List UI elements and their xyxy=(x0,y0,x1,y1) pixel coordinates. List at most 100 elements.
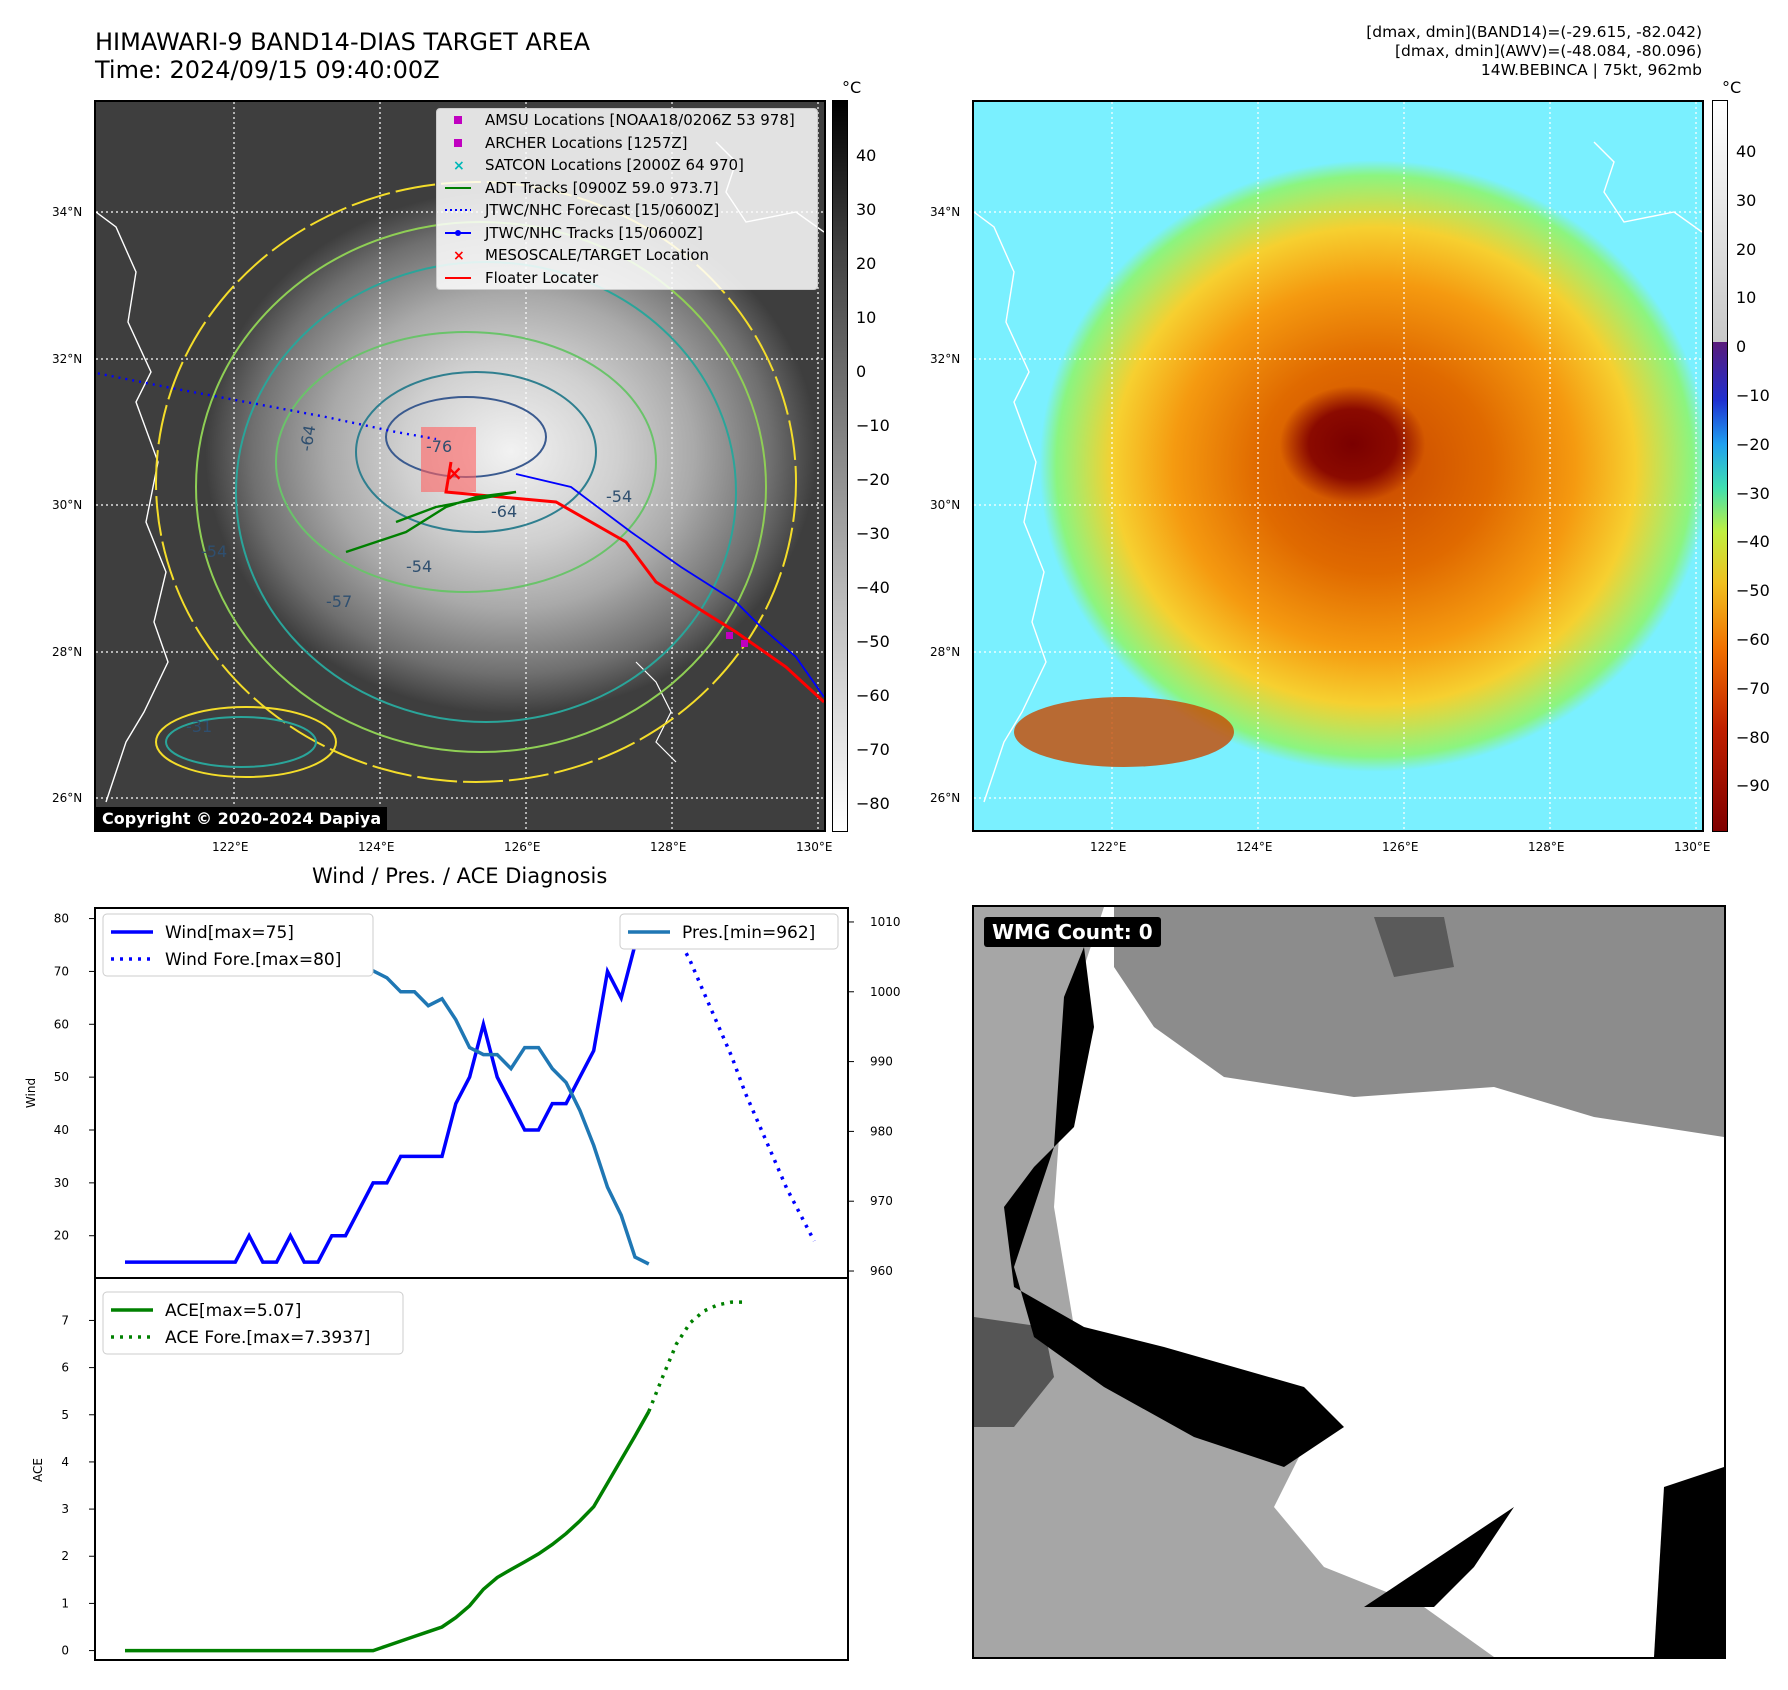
colorbar-tick: 0 xyxy=(856,362,867,381)
lat-label: 30°N xyxy=(930,498,961,512)
colorbar-tick: 10 xyxy=(1736,288,1757,308)
lon-label: 122°E xyxy=(212,840,249,854)
colorbar-tick: −60 xyxy=(856,686,890,705)
lon-label: 124°E xyxy=(358,840,395,854)
diagnosis-chart: 2030405060708096097098099010001010WindPr… xyxy=(24,907,900,1661)
lat-label: 30°N xyxy=(52,498,83,512)
colorbar-tick: −20 xyxy=(1736,434,1770,454)
legend-label: ARCHER Locations [1257Z] xyxy=(485,133,688,152)
lon-label: 126°E xyxy=(504,840,541,854)
lon-label: 130°E xyxy=(796,840,833,854)
colorbar-tick: 0 xyxy=(1736,337,1747,357)
colorbar-tick: −90 xyxy=(1736,776,1770,796)
amsu-marker xyxy=(726,632,733,639)
lat-label: 34°N xyxy=(930,205,961,219)
lon-label: 130°E xyxy=(1674,840,1711,854)
wmg-black-band xyxy=(1004,947,1344,1467)
wind-tick-label: 70 xyxy=(54,964,69,978)
colorbar-unit: °C xyxy=(842,78,862,97)
ace-tick-label: 1 xyxy=(61,1596,69,1610)
legend-label: ADT Tracks [0900Z 59.0 973.7] xyxy=(485,178,719,197)
colorbar-tick: −10 xyxy=(856,416,890,435)
colorbar-tick: −70 xyxy=(1736,678,1770,698)
coastline-china xyxy=(974,211,1047,803)
lat-label: 34°N xyxy=(52,205,83,219)
colorbar-tick: −50 xyxy=(1736,581,1770,601)
colorbar-tick: 20 xyxy=(856,254,877,273)
wmg-raster xyxy=(974,907,1724,1657)
wmg-dark-region xyxy=(1374,917,1454,977)
series-line xyxy=(647,1300,746,1413)
colorbar-unit: °C xyxy=(1722,78,1742,97)
figure-time: Time: 2024/09/15 09:40:00Z xyxy=(95,56,440,84)
wmg-gray-region xyxy=(974,907,1494,1657)
legend-symbol xyxy=(445,136,471,150)
colorbar-tick: 30 xyxy=(856,200,877,219)
coastline-japan xyxy=(1593,141,1702,233)
wmg-black-band xyxy=(1654,1467,1724,1657)
colorbar-tick: 40 xyxy=(1736,142,1757,161)
wmg-gray-region xyxy=(1114,907,1724,1137)
legend-item: JTWC/NHC Forecast [15/0600Z] xyxy=(437,199,817,222)
legend-label: AMSU Locations [NOAA18/0206Z 53 978] xyxy=(485,111,795,130)
band14-map-panel: × -76 -64 -64 -54 -54 -57 -54 -31 AMSU L… xyxy=(94,100,826,832)
colorbar-tick: 30 xyxy=(1736,190,1757,210)
adt-track xyxy=(345,490,517,554)
legend-label: JTWC/NHC Tracks [15/0600Z] xyxy=(485,223,703,242)
jtwc-forecast-track xyxy=(96,371,437,441)
series-line xyxy=(125,943,649,1264)
contour-label: -31 xyxy=(186,717,212,736)
lat-label: 32°N xyxy=(52,352,83,366)
legend-label: Floater Locater xyxy=(485,268,599,287)
svg-text:×: × xyxy=(453,158,465,172)
colorbar-tick: 40 xyxy=(856,146,877,165)
legend-label: SATCON Locations [2000Z 64 970] xyxy=(485,156,744,175)
copyright-label: Copyright © 2020-2024 Dapiya xyxy=(96,807,388,830)
contour-label: -54 xyxy=(406,557,432,576)
colorbar-tick: −70 xyxy=(856,740,890,759)
lat-label: 26°N xyxy=(930,791,961,805)
awv-map-overlay xyxy=(974,102,1702,830)
wmg-black-band xyxy=(1364,1507,1514,1607)
colorbar-tick: −40 xyxy=(856,578,890,597)
colorbar-tick: 20 xyxy=(1736,239,1757,259)
pressure-tick-label: 1000 xyxy=(870,985,900,999)
colorbar-tick: −40 xyxy=(1736,532,1770,552)
diagnosis-title: Wind / Pres. / ACE Diagnosis xyxy=(312,864,608,888)
legend-item: × MESOSCALE/TARGET Location xyxy=(437,244,817,267)
colorbar-tick: −60 xyxy=(1736,630,1770,649)
wmg-count-label: WMG Count: 0 xyxy=(984,917,1161,947)
lat-label: 26°N xyxy=(52,791,83,805)
colorbar-tick: −80 xyxy=(856,794,890,813)
pressure-tick-label: 960 xyxy=(870,1264,893,1278)
contour-label: -54 xyxy=(606,487,632,506)
awv-stats: [dmax, dmin](AWV)=(-48.084, -80.096) xyxy=(1395,42,1702,60)
contour-label: -57 xyxy=(326,592,352,611)
legend-item: ADT Tracks [0900Z 59.0 973.7] xyxy=(437,177,817,200)
legend-symbol xyxy=(445,113,471,127)
pressure-tick-label: 970 xyxy=(870,1194,893,1208)
legend-symbol xyxy=(445,181,471,195)
contour-label-group: -76 -64 -64 -54 -54 -57 -54 -31 xyxy=(186,424,632,736)
lat-label: 32°N xyxy=(930,352,961,366)
wind-tick-label: 50 xyxy=(54,1070,69,1084)
ace-legend-label: ACE Fore.[max=7.3937] xyxy=(165,1328,370,1348)
awv-map-panel xyxy=(972,100,1704,832)
colorbar-tick: −80 xyxy=(1736,727,1770,747)
pressure-tick-label: 990 xyxy=(870,1055,893,1069)
band14-map-overlay: × -76 -64 -64 -54 -54 -57 -54 -31 xyxy=(96,102,824,830)
storm-info: 14W.BEBINCA | 75kt, 962mb xyxy=(1480,61,1702,79)
wind-tick-label: 30 xyxy=(54,1176,69,1190)
series-line xyxy=(125,1410,651,1653)
legend-item: ARCHER Locations [1257Z] xyxy=(437,132,817,155)
legend-symbol xyxy=(445,271,471,285)
colorbar-tick: −50 xyxy=(856,632,890,651)
wind-tick-label: 60 xyxy=(54,1017,69,1031)
coastline-china xyxy=(96,211,169,803)
floater-locater-track xyxy=(444,461,824,704)
awv-colorbar xyxy=(1712,100,1728,832)
contour-label: -64 xyxy=(491,502,517,521)
pressure-tick-label: 1010 xyxy=(870,915,900,929)
contour-label: -76 xyxy=(426,437,452,456)
lon-label: 128°E xyxy=(650,840,687,854)
